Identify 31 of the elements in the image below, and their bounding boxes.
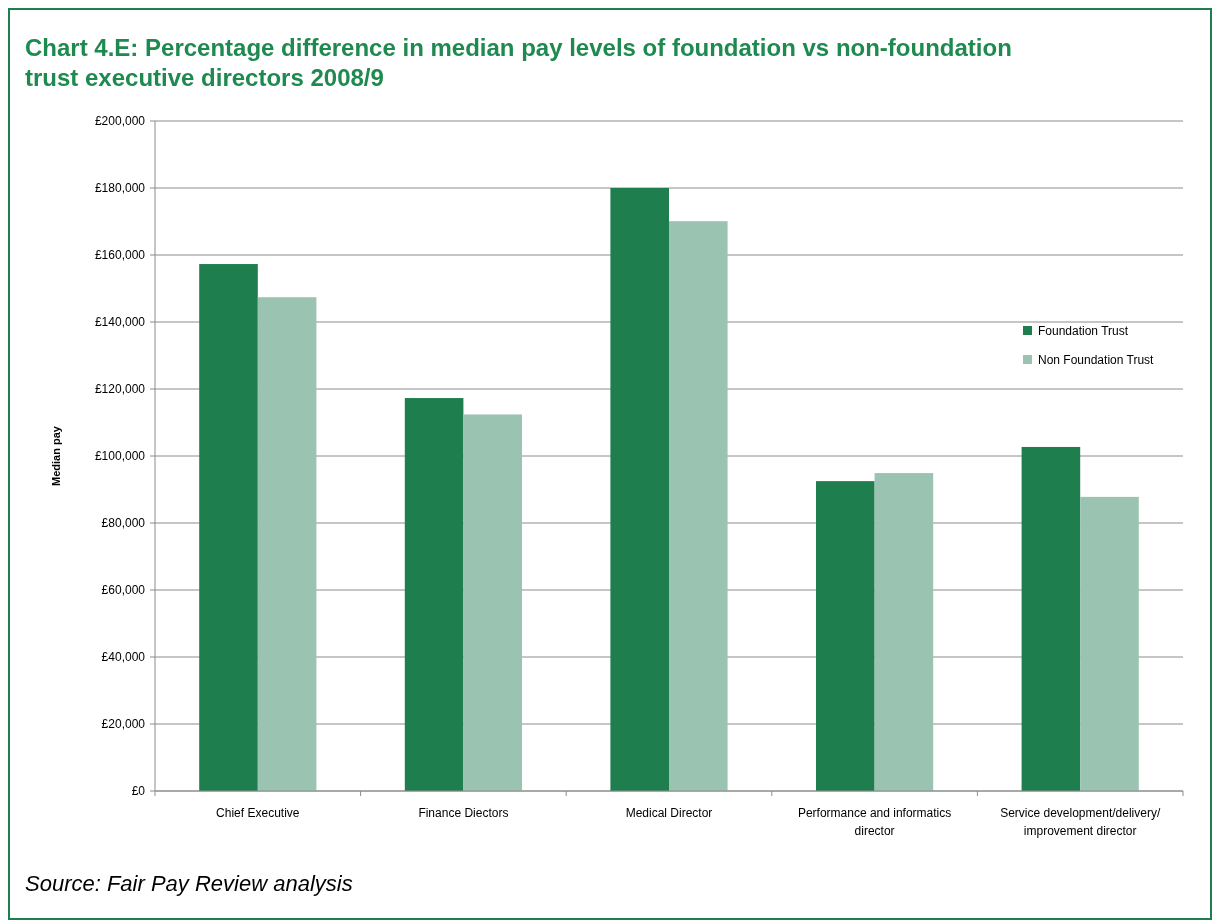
- y-tick-label: £200,000: [94, 114, 146, 129]
- x-tick-label: Performance and informatics director: [797, 806, 952, 838]
- x-tick-label: Finance Diectors: [418, 806, 509, 820]
- legend-label: Non Foundation Trust: [1038, 353, 1155, 368]
- x-tick-label: Chief Executive: [216, 806, 300, 820]
- y-tick-label: £80,000: [101, 516, 146, 531]
- bar: [257, 297, 317, 791]
- y-tick-label: £0: [131, 784, 146, 799]
- y-tick-label: £60,000: [101, 583, 146, 598]
- y-tick-label: £180,000: [94, 181, 146, 196]
- y-tick-label: £120,000: [94, 382, 146, 397]
- x-tick-label: Medical Director: [625, 806, 713, 820]
- bar: [463, 414, 522, 791]
- x-tick-label: Service development/delivery/improvement director: [1000, 806, 1161, 838]
- source-note: Source: Fair Pay Review analysis: [25, 871, 353, 896]
- bar: [1080, 496, 1139, 791]
- y-tick-label: £160,000: [94, 248, 146, 263]
- bar: [404, 398, 464, 791]
- bar: [669, 221, 728, 791]
- bar: [610, 188, 669, 791]
- y-tick-label: £140,000: [94, 315, 146, 330]
- bar: [874, 473, 934, 791]
- y-tick-label: £20,000: [101, 717, 146, 732]
- y-tick-label: £100,000: [94, 449, 146, 464]
- bar: [1021, 446, 1081, 791]
- legend-label: Foundation Trust: [1038, 324, 1129, 339]
- chart-title: Chart 4.E: Percentage difference in median pay levels of foundation vs non-foundation trust executive directors 2008/9: [25, 34, 1012, 91]
- bar: [199, 264, 258, 791]
- y-tick-label: £40,000: [101, 650, 146, 665]
- bar: [816, 481, 875, 791]
- y-axis-title: Median pay: [50, 425, 62, 486]
